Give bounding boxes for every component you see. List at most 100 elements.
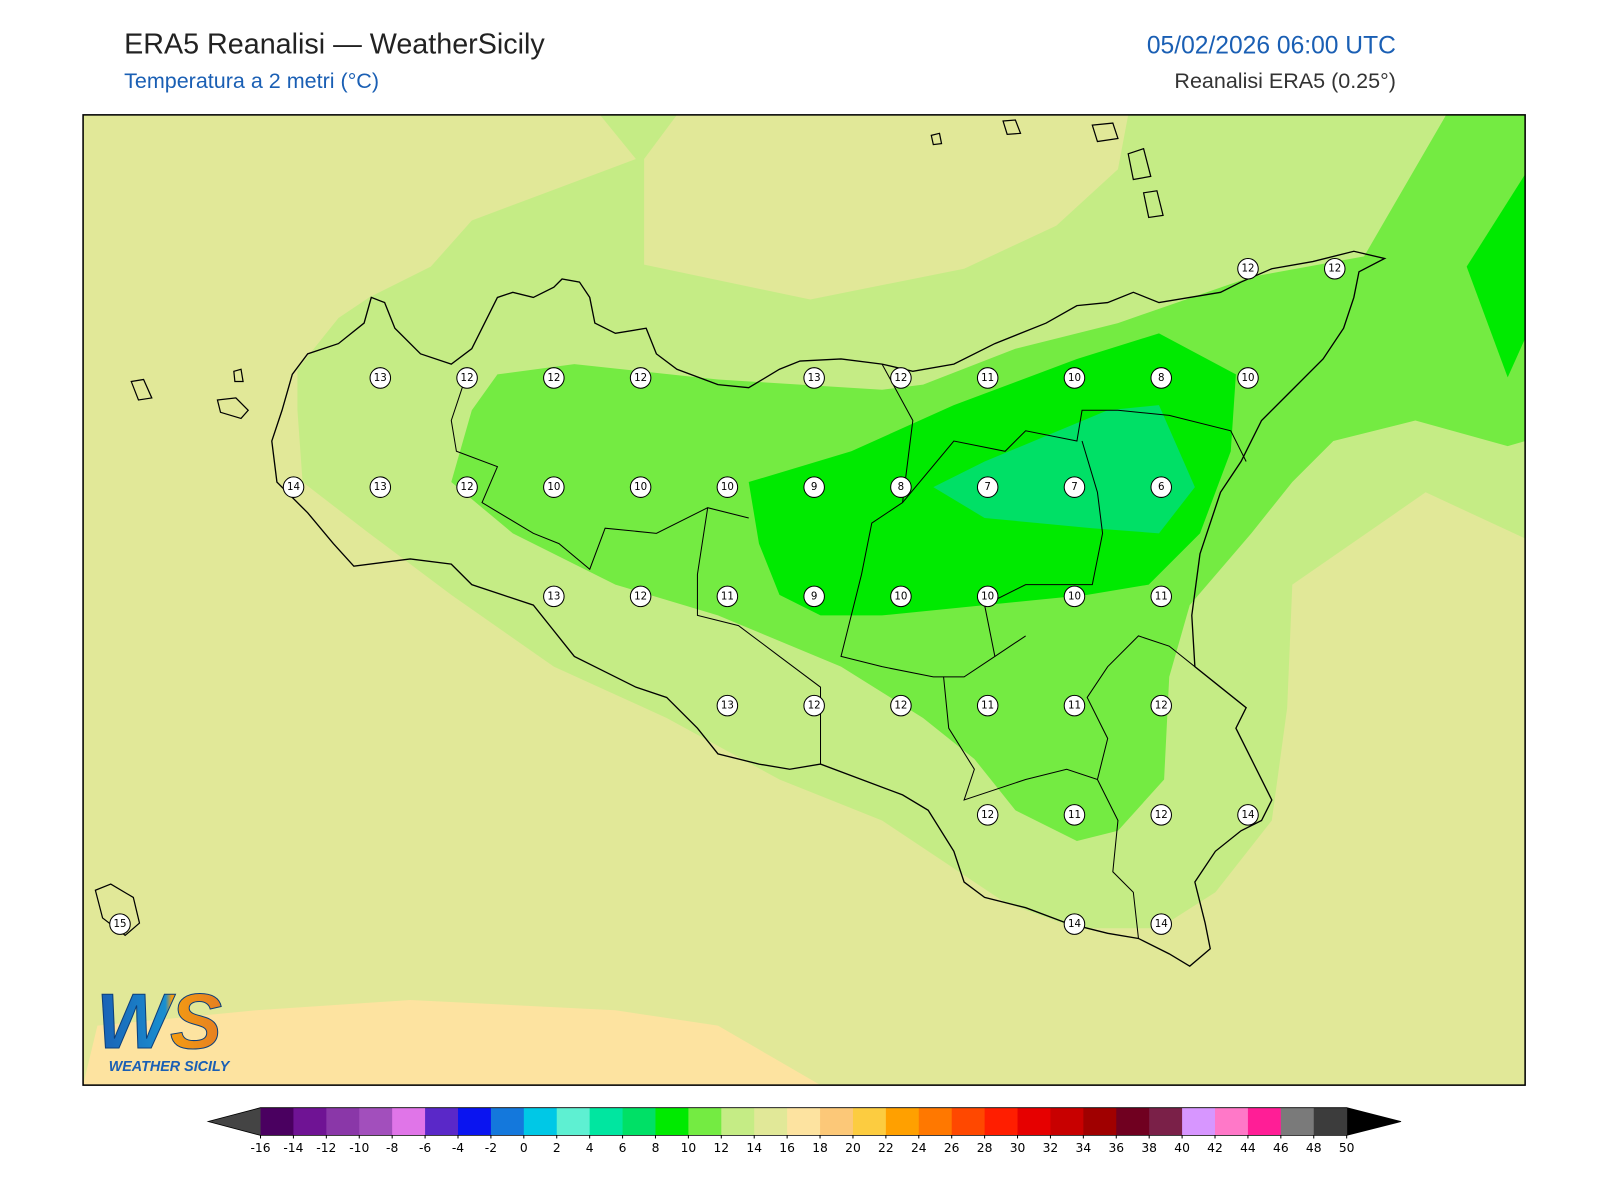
- station-value: 10: [721, 481, 734, 493]
- colorbar-bin: [326, 1107, 360, 1136]
- station-value: 12: [461, 372, 474, 384]
- station-value: 7: [984, 481, 991, 493]
- logo-mark: WS: [96, 977, 222, 1065]
- island: [216, 397, 250, 420]
- station-value: 10: [1241, 372, 1254, 384]
- station-value: 12: [1241, 263, 1254, 275]
- colorbar-tick-label: -14: [283, 1141, 303, 1155]
- station-marker: [629, 476, 652, 498]
- station-marker: [803, 694, 825, 717]
- station-marker: [890, 585, 912, 608]
- colorbar-tick-label: 40: [1174, 1141, 1190, 1155]
- station-marker: [890, 476, 912, 498]
- station-marker: [369, 367, 392, 389]
- station-value: 9: [811, 481, 818, 493]
- station-value: 12: [808, 700, 821, 712]
- colorbar-tick-label: 50: [1339, 1141, 1355, 1155]
- colorbar-tick-label: 24: [911, 1141, 927, 1155]
- map-frame: [82, 114, 1526, 1086]
- station-marker: [629, 367, 652, 389]
- colorbar-tick-label: 32: [1043, 1141, 1059, 1155]
- colorbar-tick-label: 48: [1306, 1141, 1322, 1155]
- station-value: 12: [1155, 700, 1168, 712]
- colorbar-tick-label: 26: [944, 1141, 960, 1155]
- logo-caption: WEATHER SICILY: [109, 1059, 231, 1075]
- station-marker: [543, 585, 565, 608]
- station-value: 10: [981, 590, 994, 602]
- colorbar-bin: [820, 1107, 854, 1136]
- colorbar-bin: [293, 1107, 327, 1136]
- colorbar-tick-label: 16: [779, 1141, 795, 1155]
- station-marker: [1063, 585, 1086, 608]
- station-value: 10: [634, 481, 647, 493]
- colorbar-bin: [1050, 1107, 1084, 1136]
- station-value: 12: [634, 590, 647, 602]
- station-marker: [1063, 694, 1086, 717]
- station-value: 6: [1158, 481, 1165, 493]
- island: [1127, 147, 1152, 181]
- colorbar-bin: [918, 1107, 953, 1136]
- station-marker: [1150, 367, 1172, 389]
- island: [930, 132, 943, 146]
- station-marker: [456, 367, 478, 389]
- station-marker: [1150, 476, 1172, 498]
- station-marker: [1063, 804, 1086, 826]
- station-value: 11: [1068, 700, 1081, 712]
- station-value: 11: [981, 700, 994, 712]
- logo: WS WEATHER SICILY: [96, 977, 231, 1075]
- colorbar-bin: [359, 1107, 393, 1136]
- colorbar-tick-label: 36: [1108, 1141, 1124, 1155]
- colorbar-bin: [1215, 1107, 1249, 1136]
- colorbar-tick-label: 4: [586, 1141, 594, 1155]
- station-marker: [716, 585, 739, 608]
- colorbar-bin: [1182, 1107, 1216, 1136]
- province-border: [450, 374, 749, 571]
- colorbar-bin: [951, 1107, 986, 1136]
- station-marker: [1237, 367, 1259, 389]
- province-border: [696, 507, 822, 765]
- station-value: 12: [981, 809, 994, 821]
- colorbar-tick-label: -8: [386, 1141, 398, 1155]
- station-value: 11: [981, 372, 994, 384]
- station-value: 12: [894, 372, 907, 384]
- station-value: 8: [898, 481, 905, 493]
- station-value: 12: [461, 481, 474, 493]
- station-value: 14: [287, 481, 300, 493]
- colorbar-bin: [490, 1107, 525, 1136]
- colorbar-tick-label: 14: [746, 1141, 762, 1155]
- datetime: 05/02/2026 06:00 UTC: [1147, 32, 1396, 59]
- colorbar-tick-label: 20: [845, 1141, 861, 1155]
- colorbar-tick-label: 2: [553, 1141, 561, 1155]
- colorbar-under: [208, 1107, 261, 1136]
- station-marker: [890, 367, 912, 389]
- island: [1142, 190, 1164, 219]
- coastline: [271, 250, 1387, 967]
- colorbar-tick-label: 12: [713, 1141, 729, 1155]
- colorbar-tick-label: 28: [977, 1141, 993, 1155]
- station-marker: [1237, 257, 1259, 280]
- station-marker: [1324, 257, 1346, 280]
- station-marker: [282, 476, 305, 498]
- station-value: 12: [894, 700, 907, 712]
- colorbar-bin: [655, 1107, 689, 1136]
- station-value: 12: [547, 372, 560, 384]
- colorbar-bin: [852, 1107, 887, 1136]
- colorbar-tick-label: 6: [619, 1141, 627, 1155]
- temperature-area: [83, 999, 821, 1086]
- colorbar-tick-label: 18: [812, 1141, 828, 1155]
- colorbar-bin: [556, 1107, 591, 1136]
- colorbar-tick-label: -2: [485, 1141, 497, 1155]
- colorbar-over: [1346, 1107, 1402, 1136]
- station-marker: [976, 476, 999, 498]
- source: Reanalisi ERA5 (0.25°): [1174, 69, 1395, 93]
- colorbar-bin: [1280, 1107, 1315, 1136]
- colorbar-tick-label: -16: [250, 1141, 270, 1155]
- station-marker: [803, 367, 825, 389]
- colorbar-tick-label: 44: [1240, 1141, 1256, 1155]
- station-value: 11: [1068, 809, 1081, 821]
- station-value: 8: [1158, 372, 1165, 384]
- island: [1091, 122, 1119, 143]
- temperature-area: [933, 405, 1195, 534]
